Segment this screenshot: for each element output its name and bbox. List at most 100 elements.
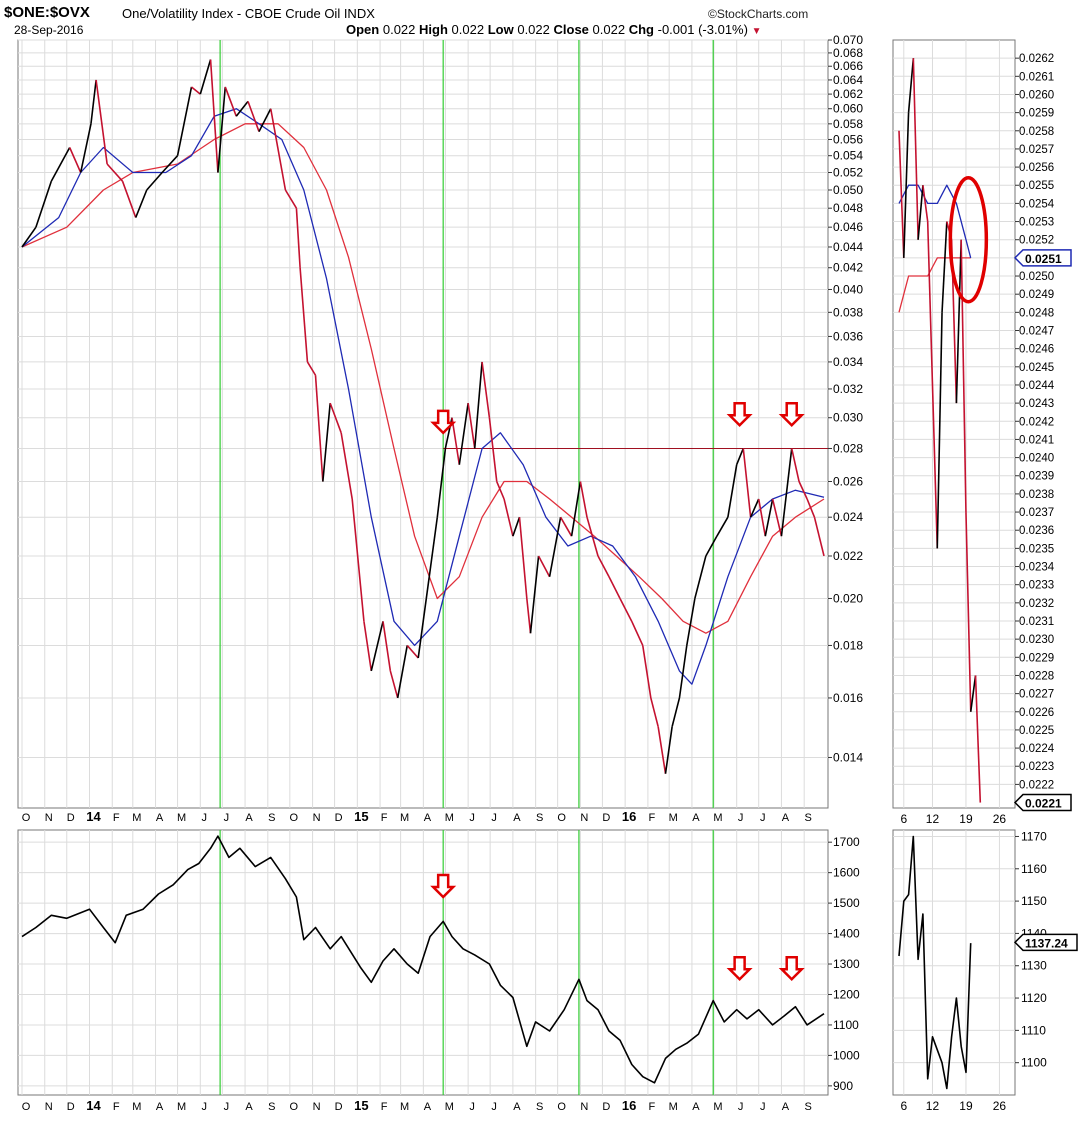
high-label: High xyxy=(419,22,448,37)
crude-y-tick-label: 1000 xyxy=(833,1048,860,1062)
ratio-x-tick-label: F xyxy=(113,812,120,824)
crude-y-tick-label: 1300 xyxy=(833,957,860,971)
ratio-zoom-y-tick-label: 0.0243 xyxy=(1019,398,1054,410)
ratio-y-tick-label: 0.068 xyxy=(833,46,863,60)
ratio-x-tick-label: J xyxy=(224,812,230,824)
ratio-y-tick-label: 0.038 xyxy=(833,305,863,319)
ratio-zoom-x-tick-label: 26 xyxy=(993,812,1007,826)
crude-zoom-frame xyxy=(892,829,1016,1096)
ratio-zoom-price-segment xyxy=(922,185,929,222)
ratio-price-segment xyxy=(512,516,521,537)
high-value: 0.022 xyxy=(451,22,485,37)
ratio-arrow-annotation xyxy=(778,401,805,427)
ratio-zoom-y-tick-label: 0.0232 xyxy=(1019,598,1054,610)
ratio-price-segment xyxy=(269,108,287,191)
ratio-price-segment xyxy=(389,670,399,699)
ratio-price-segment xyxy=(295,208,301,268)
crude-x-tick-label: 15 xyxy=(354,1098,368,1113)
ratio-price-segment xyxy=(671,697,681,727)
crude-zoom-last-tag: 1137.24 xyxy=(1025,936,1068,950)
ratio-price-segment xyxy=(351,498,365,622)
chart-description: One/Volatility Index - CBOE Crude Oil IN… xyxy=(122,6,375,21)
open-label: Open xyxy=(346,22,380,37)
ratio-price-segment xyxy=(641,645,652,699)
crude-x-tick-label: S xyxy=(536,1101,543,1113)
ratio-y-tick-label: 0.050 xyxy=(833,183,863,197)
ohlc-bar: Open 0.022 High 0.022 Low 0.022 Close 0.… xyxy=(346,22,761,37)
chg-down-icon: ▼ xyxy=(751,26,762,37)
ratio-x-tick-label: A xyxy=(156,812,164,824)
close-label: Close xyxy=(553,22,589,37)
crude-y-tick-label: 1400 xyxy=(833,927,860,941)
ratio-x-tick-label: 15 xyxy=(354,809,368,824)
ratio-zoom-y-tick-label: 0.0231 xyxy=(1019,616,1054,628)
ratio-price-segment xyxy=(235,100,249,117)
crude-x-tick-label: A xyxy=(513,1101,521,1113)
ratio-x-tick-label: A xyxy=(245,812,253,824)
ratio-zoom-y-tick-label: 0.0257 xyxy=(1019,144,1054,156)
ratio-zoom-y-tick-label: 0.0254 xyxy=(1019,198,1055,210)
ratio-zoom-ma-tag: 0.0251 xyxy=(1025,252,1062,266)
ratio-price-segment xyxy=(68,147,82,173)
ratio-y-tick-label: 0.044 xyxy=(833,240,863,254)
low-value: 0.022 xyxy=(517,22,550,37)
ratio-y-tick-label: 0.052 xyxy=(833,166,863,180)
ratio-price-segment xyxy=(247,101,260,132)
chart-symbol: $ONE:$OVX xyxy=(4,4,90,21)
ratio-x-tick-label: M xyxy=(713,812,722,824)
ratio-x-tick-label: D xyxy=(602,812,610,824)
ratio-ma-fast-line xyxy=(21,108,825,685)
ratio-zoom-x-tick-label: 19 xyxy=(959,812,973,826)
ratio-zoom-y-tick-label: 0.0238 xyxy=(1019,489,1054,501)
ratio-price-segment xyxy=(299,267,309,362)
crude-x-tick-label: O xyxy=(290,1101,299,1113)
ratio-price-segment xyxy=(757,498,767,537)
ratio-price-segment xyxy=(798,481,808,500)
ratio-price-segment xyxy=(608,576,621,599)
ratio-price-segment xyxy=(548,517,562,577)
ratio-zoom-y-tick-label: 0.0227 xyxy=(1019,689,1054,701)
crude-y-tick-label: 1700 xyxy=(833,835,860,849)
ratio-price-segment xyxy=(425,517,439,599)
ratio-zoom-y-tick-label: 0.0252 xyxy=(1019,235,1054,247)
ratio-x-tick-label: J xyxy=(202,812,208,824)
ratio-price-segment xyxy=(694,555,707,599)
ratio-y-tick-label: 0.020 xyxy=(833,591,863,605)
ratio-price-segment xyxy=(458,402,469,465)
ratio-zoom-price-segment xyxy=(955,239,962,404)
crude-x-tick-label: A xyxy=(782,1101,790,1113)
crude-x-tick-label: J xyxy=(738,1101,744,1113)
ratio-zoom-y-tick-label: 0.0233 xyxy=(1019,580,1054,592)
ratio-price-segment xyxy=(496,481,505,500)
ratio-zoom-y-tick-label: 0.0224 xyxy=(1019,743,1055,755)
brand-label: ©StockCharts.com xyxy=(708,7,809,21)
ratio-zoom-y-tick-label: 0.0239 xyxy=(1019,471,1054,483)
ratio-price-segment xyxy=(121,180,137,218)
ratio-x-tick-label: M xyxy=(132,812,141,824)
ratio-x-tick-label: J xyxy=(738,812,744,824)
ratio-y-tick-label: 0.070 xyxy=(833,33,863,47)
ratio-y-tick-label: 0.032 xyxy=(833,382,863,396)
ratio-price-segment xyxy=(106,163,124,182)
ratio-x-tick-label: F xyxy=(381,812,388,824)
ratio-price-segment xyxy=(306,361,317,376)
ratio-price-segment xyxy=(481,361,491,418)
ratio-y-tick-label: 0.042 xyxy=(833,261,863,275)
crude-price-line xyxy=(21,835,825,1084)
ratio-zoom-ellipse-annotation xyxy=(948,175,989,304)
ratio-zoom-y-tick-label: 0.0235 xyxy=(1019,543,1054,555)
ratio-price-segment xyxy=(503,498,514,537)
ratio-zoom-y-tick-label: 0.0228 xyxy=(1019,670,1054,682)
ratio-price-segment xyxy=(224,86,238,117)
ratio-y-tick-label: 0.026 xyxy=(833,475,863,489)
ratio-x-tick-label: S xyxy=(536,812,543,824)
ratio-zoom-price-segment xyxy=(974,675,982,803)
ratio-price-segment xyxy=(526,598,532,634)
crude-x-tick-label: N xyxy=(313,1101,321,1113)
ratio-x-tick-label: S xyxy=(805,812,812,824)
ratio-zoom-y-tick-label: 0.0248 xyxy=(1019,307,1054,319)
crude-x-tick-label: A xyxy=(245,1101,253,1113)
crude-zoom-last-tag-box xyxy=(1013,933,1078,952)
ratio-price-segment xyxy=(199,59,212,95)
